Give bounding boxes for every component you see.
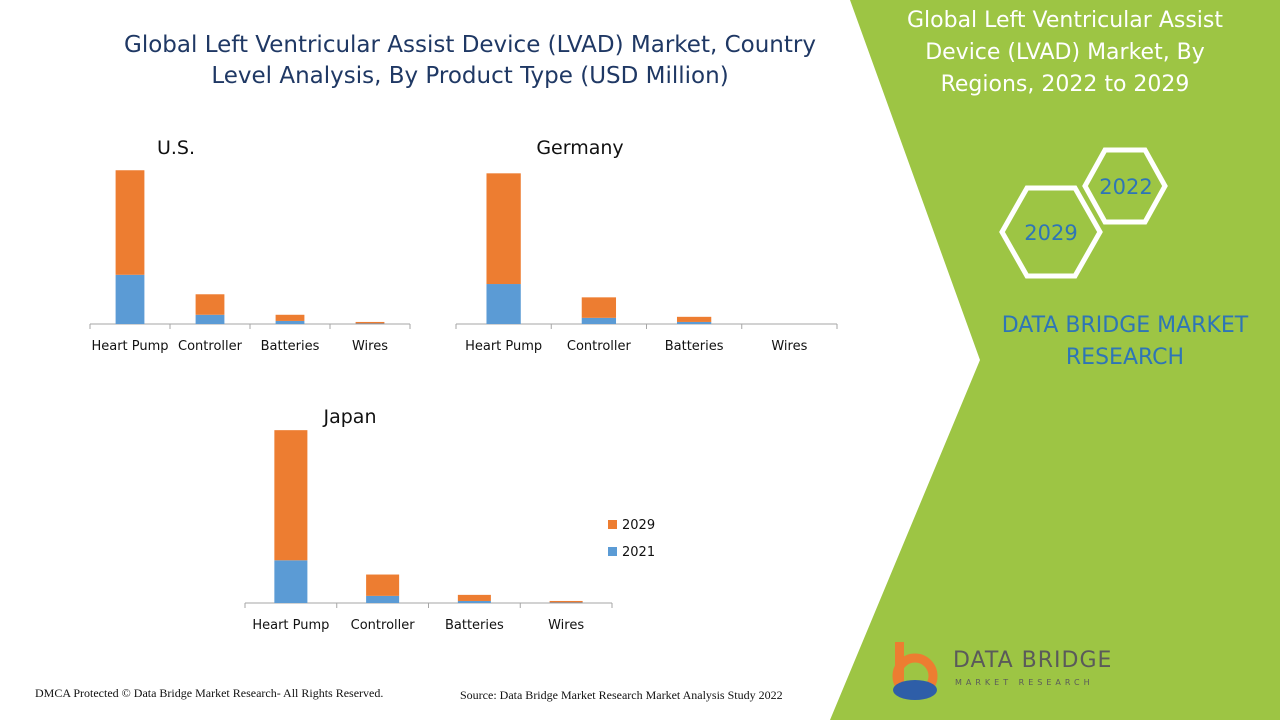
bar-2029 [115,170,145,275]
bar-2021 [195,314,225,324]
data-bridge-logo: DATA BRIDGE MARKET RESEARCH [885,640,1115,706]
legend-swatch-2029 [608,520,617,529]
hexagon-2029 [999,185,1103,279]
chart-japan: Japan Heart Pump Controller Batteries Wires 2… [244,406,655,633]
bar-2029 [676,316,712,322]
category-label: Heart Pump [252,618,329,633]
chart-germany: Germany Heart Pump Controller Batteries Wire… [455,137,838,354]
bar-2029 [275,314,305,321]
hexagon-2022-label: 2022 [1099,175,1152,199]
logo-name: DATA BRIDGE [953,648,1113,673]
dmca-notice: DMCA Protected © Data Bridge Market Rese… [35,686,384,700]
region-panel-title: Global Left Ventricular Assist Device (L… [906,8,1223,97]
category-label: Wires [771,339,807,354]
bar-2029 [195,294,225,315]
category-label: Heart Pump [91,339,168,354]
source-note: Source: Data Bridge Market Research Mark… [460,688,783,702]
category-label: Wires [352,339,388,354]
bar-2029 [549,600,583,603]
bar-2021 [676,321,712,324]
bar-2021 [581,317,617,324]
hexagon-2029-label: 2029 [1024,221,1077,245]
chart-us: U.S. Heart Pump Controller Batteries Wires [89,137,411,354]
bar-2021 [486,284,521,324]
category-label: Wires [548,618,584,633]
chart-main-title: Global Left Ventricular Assist Device (L… [124,32,816,89]
bar-2021 [457,600,491,603]
category-label: Controller [351,618,416,633]
hexagon-2022 [1082,147,1168,225]
bar-2029 [274,430,308,561]
category-label: Heart Pump [465,339,542,354]
bar-2021 [275,320,305,324]
bar-2021 [274,560,308,603]
bar-2021 [115,274,145,324]
bar-2029 [457,594,491,601]
bar-2029 [486,173,521,285]
chart-title: Japan [323,406,377,428]
category-label: Batteries [261,339,320,354]
legend-label-2029: 2029 [622,518,655,533]
legend-swatch-2021 [608,547,617,556]
legend-label-2021: 2021 [622,545,655,560]
chart-title: U.S. [157,137,195,159]
logo-subtitle: MARKET RESEARCH [955,678,1094,687]
green-panel-shape [830,0,1280,720]
bar-2021 [366,595,400,603]
bar-2029 [366,574,400,596]
category-label: Batteries [665,339,724,354]
category-label: Controller [178,339,243,354]
bar-2029 [355,321,385,324]
brand-text: DATA BRIDGE MARKET RESEARCH [1001,313,1249,370]
year-hexagons: 2022 2029 [999,147,1168,279]
bar-2021 [549,602,583,603]
bar-2029 [581,297,617,318]
logo-mark-icon [892,642,938,700]
chart-title: Germany [536,137,623,159]
bar-2021 [355,323,385,324]
category-label: Controller [567,339,632,354]
category-label: Batteries [445,618,504,633]
